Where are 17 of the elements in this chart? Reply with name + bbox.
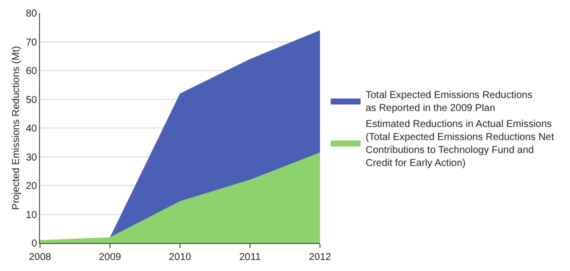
y-tick-label: 20 (26, 181, 38, 192)
x-tick-label: 2009 (98, 252, 122, 263)
x-tick-label: 2008 (28, 252, 52, 263)
y-tick-label: 0 (31, 238, 38, 250)
y-axis-title: Projected Emissions Reductions (Mt) (10, 46, 22, 210)
y-tick-label: 60 (26, 66, 38, 77)
y-tick-label: 40 (26, 124, 38, 134)
legend-label: Estimated Reductions in Actual Emissions (Total Expected Emissions Reductions Net Contributions to Technology Fund and Credit for Early Action) (366, 118, 554, 169)
y-tick-label: 70 (26, 37, 38, 48)
legend-label: Total Expected Emissions Reductions as Reported in the 2009 Plan (366, 90, 532, 114)
y-tick-label: 10 (26, 210, 38, 221)
x-tick-label: 2010 (168, 252, 192, 263)
y-tick-label: 30 (26, 152, 38, 164)
y-tick-label: 50 (26, 94, 38, 106)
x-tick-label: 2011 (239, 252, 262, 263)
x-tick-label: 2012 (308, 252, 332, 263)
y-tick-label: 80 (26, 8, 38, 20)
